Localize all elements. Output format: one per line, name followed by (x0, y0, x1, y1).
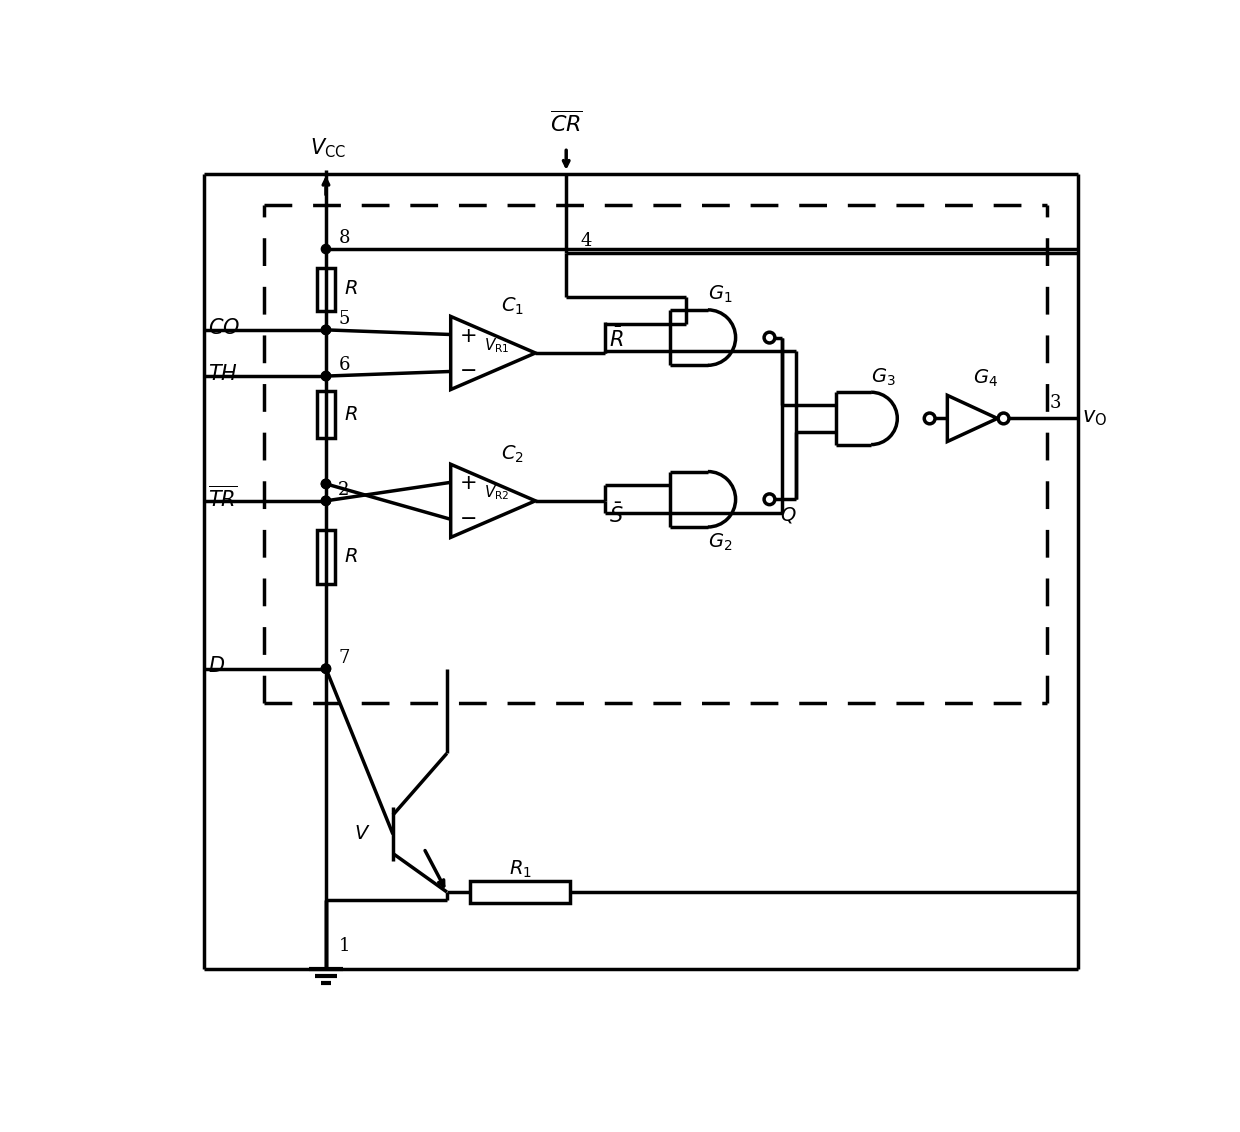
Text: $C_1$: $C_1$ (501, 297, 523, 317)
Circle shape (321, 664, 331, 674)
Text: $D$: $D$ (208, 657, 226, 677)
Text: $V_{\mathrm{R1}}$: $V_{\mathrm{R1}}$ (484, 336, 510, 354)
Text: $R$: $R$ (343, 405, 357, 423)
Circle shape (321, 496, 331, 506)
Text: $G_2$: $G_2$ (708, 532, 733, 554)
Text: 2: 2 (339, 481, 350, 499)
Circle shape (321, 479, 331, 489)
Text: $-$: $-$ (459, 360, 476, 379)
Circle shape (998, 413, 1009, 423)
Circle shape (321, 371, 331, 380)
Text: $V_{\mathrm{R2}}$: $V_{\mathrm{R2}}$ (484, 483, 510, 503)
Text: $V_{\mathrm{CC}}$: $V_{\mathrm{CC}}$ (310, 137, 346, 161)
Circle shape (321, 325, 331, 334)
Text: $TH$: $TH$ (208, 363, 238, 384)
Bar (316, 268, 335, 310)
Circle shape (321, 496, 331, 506)
Text: $V$: $V$ (353, 825, 371, 843)
Text: $-$: $-$ (459, 508, 476, 528)
Text: $R$: $R$ (343, 548, 357, 566)
Text: 7: 7 (339, 649, 350, 667)
Text: 5: 5 (339, 310, 350, 328)
Circle shape (764, 332, 775, 343)
Text: $\overline{CR}$: $\overline{CR}$ (549, 112, 583, 137)
Text: $\bar{R}$: $\bar{R}$ (609, 327, 622, 351)
Polygon shape (450, 317, 536, 389)
Circle shape (321, 245, 331, 254)
Circle shape (321, 479, 331, 489)
Bar (470, 881, 570, 902)
Text: $\bar{S}$: $\bar{S}$ (609, 503, 624, 526)
Bar (316, 392, 335, 438)
Text: $C_2$: $C_2$ (501, 444, 523, 465)
Text: $R_1$: $R_1$ (508, 858, 532, 880)
Text: 4: 4 (580, 232, 591, 250)
Text: $Q$: $Q$ (780, 505, 797, 524)
Text: $CO$: $CO$ (208, 318, 241, 337)
Text: 3: 3 (1049, 394, 1061, 412)
Text: $+$: $+$ (459, 326, 476, 345)
Circle shape (321, 664, 331, 674)
Polygon shape (947, 395, 997, 441)
Bar (316, 530, 335, 584)
Circle shape (321, 325, 331, 334)
Text: 1: 1 (339, 937, 350, 955)
Text: $+$: $+$ (459, 474, 476, 494)
Text: $\overline{TR}$: $\overline{TR}$ (208, 486, 237, 512)
Text: $G_4$: $G_4$ (973, 368, 998, 389)
Circle shape (764, 494, 775, 505)
Text: $G_3$: $G_3$ (872, 366, 895, 387)
Text: $R$: $R$ (343, 281, 357, 299)
Circle shape (321, 371, 331, 380)
Circle shape (924, 413, 935, 423)
Text: 6: 6 (339, 357, 350, 375)
Text: $G_1$: $G_1$ (708, 284, 733, 306)
Text: $v_{\mathrm{O}}$: $v_{\mathrm{O}}$ (1083, 409, 1107, 428)
Polygon shape (450, 464, 536, 538)
Text: 8: 8 (339, 230, 350, 247)
